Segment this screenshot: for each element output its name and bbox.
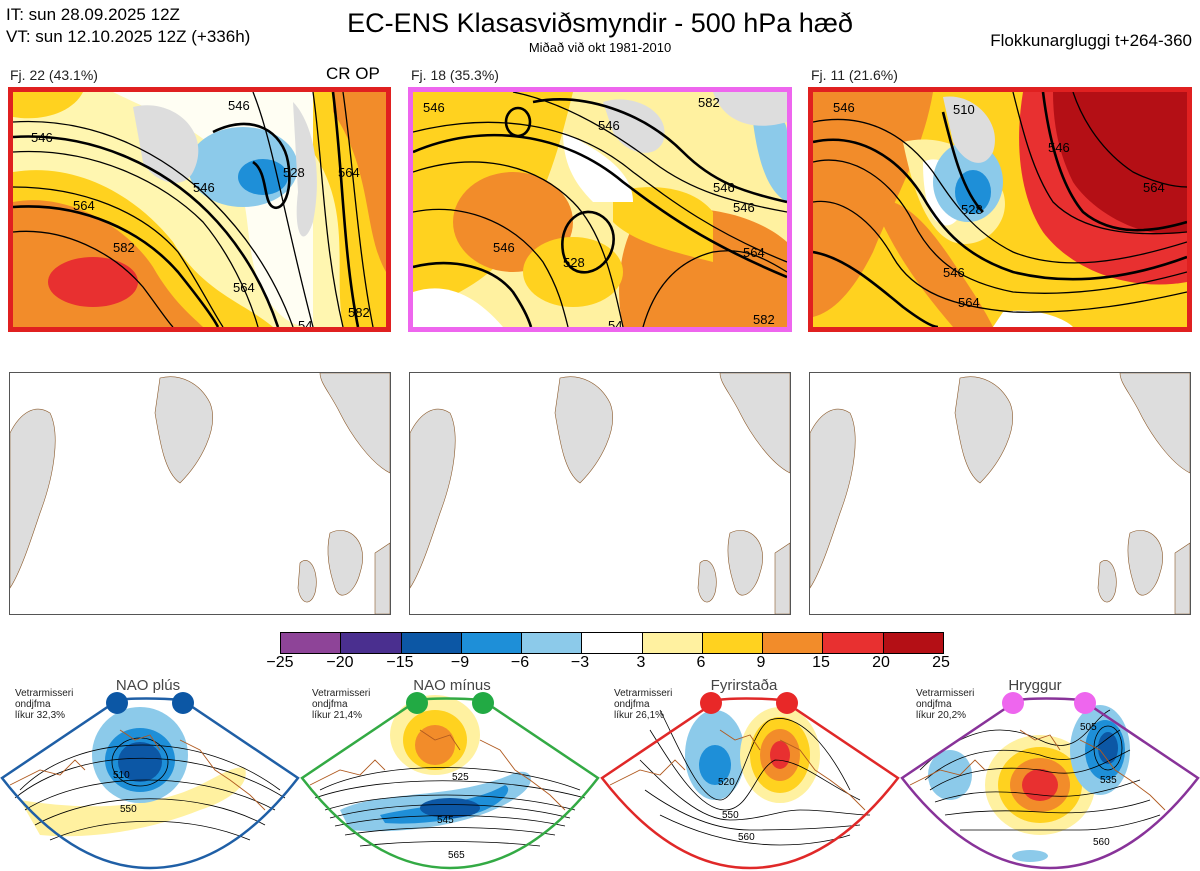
valid-time: VT: sun 12.10.2025 12Z (+336h): [6, 27, 251, 46]
regime-4-title: Hryggur: [1008, 677, 1062, 694]
colorbar-tick: 3: [636, 654, 646, 671]
regime-contour-label: 560: [1093, 837, 1110, 848]
colorbar-tick: −9: [450, 654, 470, 671]
regime-2-dot-right: [472, 692, 494, 714]
page-title: EC-ENS Klasasviðsmyndir - 500 hPa hæð: [347, 8, 853, 38]
cluster-3-map: 510 528 546 546 564 564 546: [808, 87, 1192, 332]
contour-label: 528: [961, 202, 983, 217]
contour-label: 546: [423, 100, 445, 115]
regime-1-map: 510 550: [0, 697, 300, 870]
colorbar-swatch: [883, 633, 943, 653]
contour-label: 546: [598, 118, 620, 133]
regime-contour-label: 505: [1080, 722, 1097, 733]
contour-label: 582: [348, 305, 370, 320]
regime-contour-label: 520: [718, 777, 735, 788]
colorbar-swatch: [401, 633, 462, 653]
colorbar-tick: 6: [696, 654, 706, 671]
contour-label: 546: [228, 98, 250, 113]
colorbar: [280, 632, 944, 654]
colorbar-tick: 15: [812, 654, 830, 671]
regime-1-title: NAO plús: [115, 677, 181, 694]
colorbar-tick: 20: [872, 654, 890, 671]
contour-label: 582: [753, 312, 775, 327]
colorbar-tick: 9: [756, 654, 766, 671]
contour-label: 564: [73, 198, 95, 213]
cluster-1-label: Fj. 22 (43.1%): [10, 67, 98, 83]
regime-3-map: 520 550 560: [600, 697, 900, 870]
regime-1-dot-right: [172, 692, 194, 714]
cluster-2-label: Fj. 18 (35.3%): [411, 67, 499, 83]
colorbar-swatch: [642, 633, 703, 653]
regime-4-dot-right: [1074, 692, 1096, 714]
regime-4-note: Vetrarmisseri ondjfma líkur 20,2%: [916, 688, 975, 721]
contour-label: 546: [713, 180, 735, 195]
contour-label: 546: [1048, 140, 1070, 155]
contour-label: 528: [563, 255, 585, 270]
contour-label: 582: [698, 95, 720, 110]
colorbar-swatch: [522, 633, 583, 653]
regime-4-dot-left: [1002, 692, 1024, 714]
regime-3-title: Fyrirstaða: [710, 677, 778, 694]
contour-label: 582: [113, 240, 135, 255]
cluster-2-map: 546 546 528 546 564 546 582 54 582 546: [408, 87, 792, 332]
colorbar-tick: −20: [326, 654, 354, 671]
regime-3-dot-left: [700, 692, 722, 714]
regime-3-note: Vetrarmisseri ondjfma líkur 26,1%: [614, 688, 673, 721]
regime-1-dot-left: [106, 692, 128, 714]
contour-label: 546: [733, 200, 755, 215]
colorbar-tick: −15: [386, 654, 414, 671]
contour-label: 564: [958, 295, 980, 310]
classification-window: Flokkunargluggi t+264-360: [990, 31, 1192, 50]
contour-label: 546: [193, 180, 215, 195]
regime-2-dot-left: [406, 692, 428, 714]
cluster-3-label: Fj. 11 (21.6%): [811, 67, 898, 83]
colorbar-swatch: [341, 633, 402, 653]
regime-contour-label: 545: [437, 815, 454, 826]
colorbar-swatch: [702, 633, 764, 653]
colorbar-swatch: [823, 633, 884, 653]
colorbar-swatch: [582, 633, 643, 653]
regime-2-title: NAO mínus: [413, 677, 491, 694]
contour-label: 546: [31, 130, 53, 145]
regime-4-map: 505 535 560: [900, 697, 1200, 870]
colorbar-tick: −3: [570, 654, 590, 671]
regime-3-dot-right: [776, 692, 798, 714]
regime-contour-label: 550: [120, 804, 137, 815]
colorbar-swatch: [281, 633, 342, 653]
contour-label: 564: [233, 280, 255, 295]
regime-contour-label: 535: [1100, 775, 1117, 786]
contour-label: 564: [743, 245, 765, 260]
regime-1-note: Vetrarmisseri ondjfma líkur 32,3%: [15, 688, 74, 721]
empty-map-3: [809, 372, 1191, 615]
regime-contour-label: 560: [738, 832, 755, 843]
page-subtitle: Miðað við okt 1981-2010: [528, 40, 672, 55]
cluster-1-map: 546 528 546 564 582 564 546 564 582 54: [8, 87, 391, 332]
header-times: IT: sun 28.09.2025 12Z VT: sun 12.10.202…: [6, 4, 250, 48]
colorbar-swatch: [461, 633, 523, 653]
empty-map-1: [9, 372, 391, 615]
contour-label: 546: [493, 240, 515, 255]
regime-contour-label: 565: [448, 850, 465, 861]
contour-label: 564: [1143, 180, 1165, 195]
regime-contour-label: 510: [113, 770, 130, 781]
empty-map-2: [409, 372, 791, 615]
regime-contour-label: 550: [722, 810, 739, 821]
colorbar-tick: 25: [932, 654, 950, 671]
contour-label: 528: [283, 165, 305, 180]
cluster-1-tag: CR OP: [326, 64, 380, 83]
contour-label: 564: [338, 165, 360, 180]
contour-label: 546: [943, 265, 965, 280]
contour-label: 54: [298, 318, 312, 327]
regime-2-map: 525 545 565: [300, 695, 600, 870]
contour-label: 546: [833, 100, 855, 115]
colorbar-swatch: [763, 633, 824, 653]
colorbar-tick: −6: [510, 654, 530, 671]
contour-label: 510: [953, 102, 975, 117]
colorbar-tick: −25: [266, 654, 294, 671]
initial-time: IT: sun 28.09.2025 12Z: [6, 5, 180, 24]
contour-label: 54: [608, 318, 622, 327]
regime-contour-label: 525: [452, 772, 469, 783]
regime-2-note: Vetrarmisseri ondjfma líkur 21,4%: [312, 688, 371, 721]
